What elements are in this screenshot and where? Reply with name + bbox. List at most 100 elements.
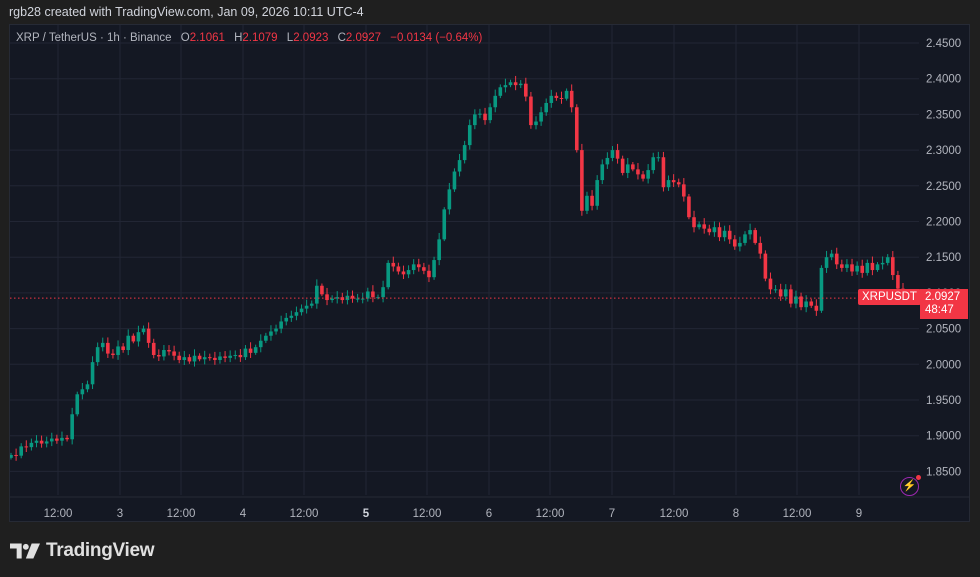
price-axis-label: 2.2500 [926, 181, 961, 193]
candle-body [126, 335, 131, 351]
candlestick-chart[interactable]: 2.4500 2.4000 2.3500 2.3000 2.2500 2.2000 2.15… [10, 25, 970, 522]
candle-body [717, 227, 722, 238]
candle-body [65, 437, 69, 440]
candle-body [371, 291, 375, 298]
candle-body [524, 83, 528, 97]
candle-body [258, 340, 263, 348]
candle-body [809, 301, 814, 306]
candle-body [855, 265, 859, 272]
candle-body [682, 184, 686, 197]
candle-body [585, 195, 589, 211]
candle-body [192, 355, 197, 362]
candle-body [671, 180, 676, 183]
candle-body [55, 438, 59, 441]
price-axis-label: 1.9500 [926, 395, 961, 407]
candle-body [177, 355, 182, 361]
candle-body [141, 328, 146, 333]
candle-body [483, 113, 487, 121]
candle-body [610, 150, 615, 158]
price-axis-label: 2.0500 [926, 324, 961, 336]
candle-body [845, 264, 849, 268]
candle-body [187, 357, 192, 362]
candle-body [539, 112, 543, 122]
candle-body [116, 346, 120, 356]
time-axis-label: 8 [733, 508, 739, 520]
chart-pane[interactable]: 2.4500 2.4000 2.3500 2.3000 2.2500 2.2000 2.15… [9, 24, 970, 522]
candle-body [228, 355, 232, 358]
candle-body [422, 267, 426, 271]
candle-body [462, 145, 467, 161]
candle-body [427, 270, 431, 278]
candle-body [727, 230, 732, 240]
candle-body [829, 253, 834, 258]
candle-body [457, 160, 462, 172]
candle-body [580, 150, 584, 211]
time-axis-label: 3 [117, 508, 123, 520]
candle-body [753, 230, 757, 243]
open-label: O [180, 32, 190, 44]
candle-body [498, 87, 503, 96]
price-axis-label: 2.3000 [926, 145, 961, 157]
symbol-description[interactable]: XRP / TetherUS · 1h · Binance [16, 32, 172, 44]
candle-body [620, 158, 625, 173]
price-axis-label: 1.9000 [926, 431, 961, 443]
candle-body [248, 348, 253, 353]
time-axis-label: 6 [486, 508, 492, 520]
candle-body [564, 90, 569, 99]
candle-body [824, 257, 829, 268]
candle-body [386, 262, 390, 288]
price-axis-label: 1.8500 [926, 466, 961, 478]
candle-body [24, 446, 29, 448]
candle-body [625, 164, 630, 173]
open-value: 2.1061 [189, 32, 225, 44]
candle-body [702, 224, 707, 229]
lightning-icon[interactable]: ⚡ [900, 475, 921, 496]
candle-body [289, 315, 294, 318]
candle-body [182, 357, 187, 361]
candle-body [778, 289, 783, 297]
candle-body [401, 271, 406, 275]
price-axis-label: 2.1500 [926, 252, 961, 264]
candle-body [202, 357, 207, 360]
candle-body [488, 107, 492, 121]
candle-body [442, 209, 447, 240]
candle-body [85, 384, 90, 390]
candle-body [151, 342, 156, 356]
candle-body [172, 351, 176, 356]
candle-body [692, 217, 696, 228]
candle-body [381, 287, 385, 298]
last-price: 2.0927 [925, 291, 961, 303]
candle-body [49, 438, 54, 442]
candle-body [636, 169, 640, 175]
price-axis-label: 2.2000 [926, 217, 961, 229]
candle-body [870, 262, 875, 271]
high-value: 2.1079 [242, 32, 278, 44]
candle-body [350, 295, 355, 299]
last-price-tag: 2.0927 48:47 [920, 289, 968, 319]
candle-body [167, 350, 171, 352]
price-axis-label: 2.3500 [926, 109, 961, 121]
candle-body [131, 335, 136, 342]
time-axis-label: 12:00 [536, 508, 565, 520]
candle-body [111, 353, 115, 356]
time-axis-label: 12:00 [783, 508, 812, 520]
candle-body [748, 230, 752, 235]
candle-body [840, 264, 844, 268]
candle-body [391, 262, 396, 267]
candle-body [605, 157, 610, 165]
candle-body [60, 437, 64, 441]
candle-body [554, 95, 559, 98]
time-axis-label: 12:00 [44, 508, 73, 520]
candle-body [799, 296, 803, 308]
candle-body [773, 289, 778, 291]
time-axis-label: 4 [240, 508, 247, 520]
price-axis-label: 2.4000 [926, 74, 961, 86]
candle-body [136, 332, 141, 342]
candle-body [508, 82, 513, 86]
candle-body [880, 262, 885, 265]
candle-body [360, 298, 365, 300]
candle-body [656, 157, 661, 159]
candle-body [722, 230, 727, 238]
candle-body [335, 297, 340, 299]
candle-body [860, 265, 865, 273]
